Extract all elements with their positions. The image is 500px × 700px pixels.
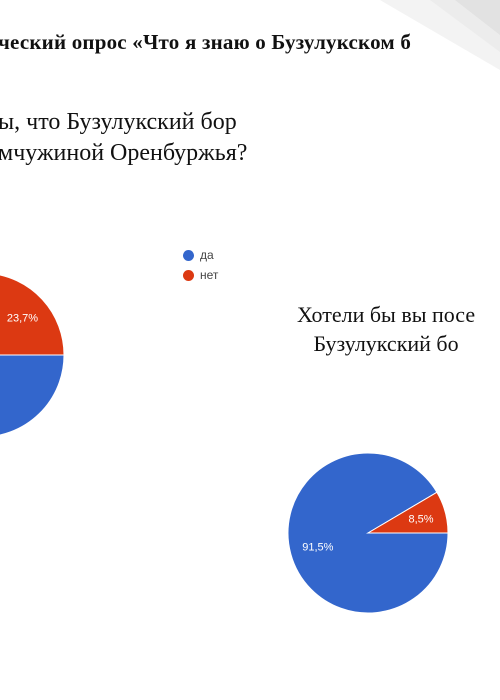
chart1-question: ы, что Бузулукский бор мчужиной Оренбурж…	[0, 109, 248, 166]
chart2-label-да: 91,5%	[302, 542, 333, 554]
chart2-question: Хотели бы вы посе Бузулукский бо	[297, 302, 476, 356]
chart1-legend: да нет	[183, 245, 218, 285]
corner-decoration	[380, 0, 500, 70]
chart2-label-нет: 8,5%	[409, 513, 434, 525]
legend-label-no: нет	[200, 268, 219, 282]
slide-heading: ческий опрос «Что я знаю о Бузулукском б	[0, 30, 412, 54]
chart1-slice-да	[0, 354, 65, 436]
legend-swatch-no	[183, 269, 194, 281]
legend-item-no: нет	[183, 265, 218, 285]
legend-label-yes: да	[200, 248, 214, 262]
pie-chart-2: 91,5% 8,5%	[287, 452, 449, 614]
chart1-label-нет: 23,7%	[7, 313, 38, 325]
legend-item-yes: да	[183, 245, 218, 265]
chart2-slice-нет	[366, 491, 449, 534]
chart1-slice-нет	[0, 274, 65, 356]
legend-swatch-yes	[183, 249, 194, 261]
pie-chart-1: 23,7%	[0, 274, 65, 436]
